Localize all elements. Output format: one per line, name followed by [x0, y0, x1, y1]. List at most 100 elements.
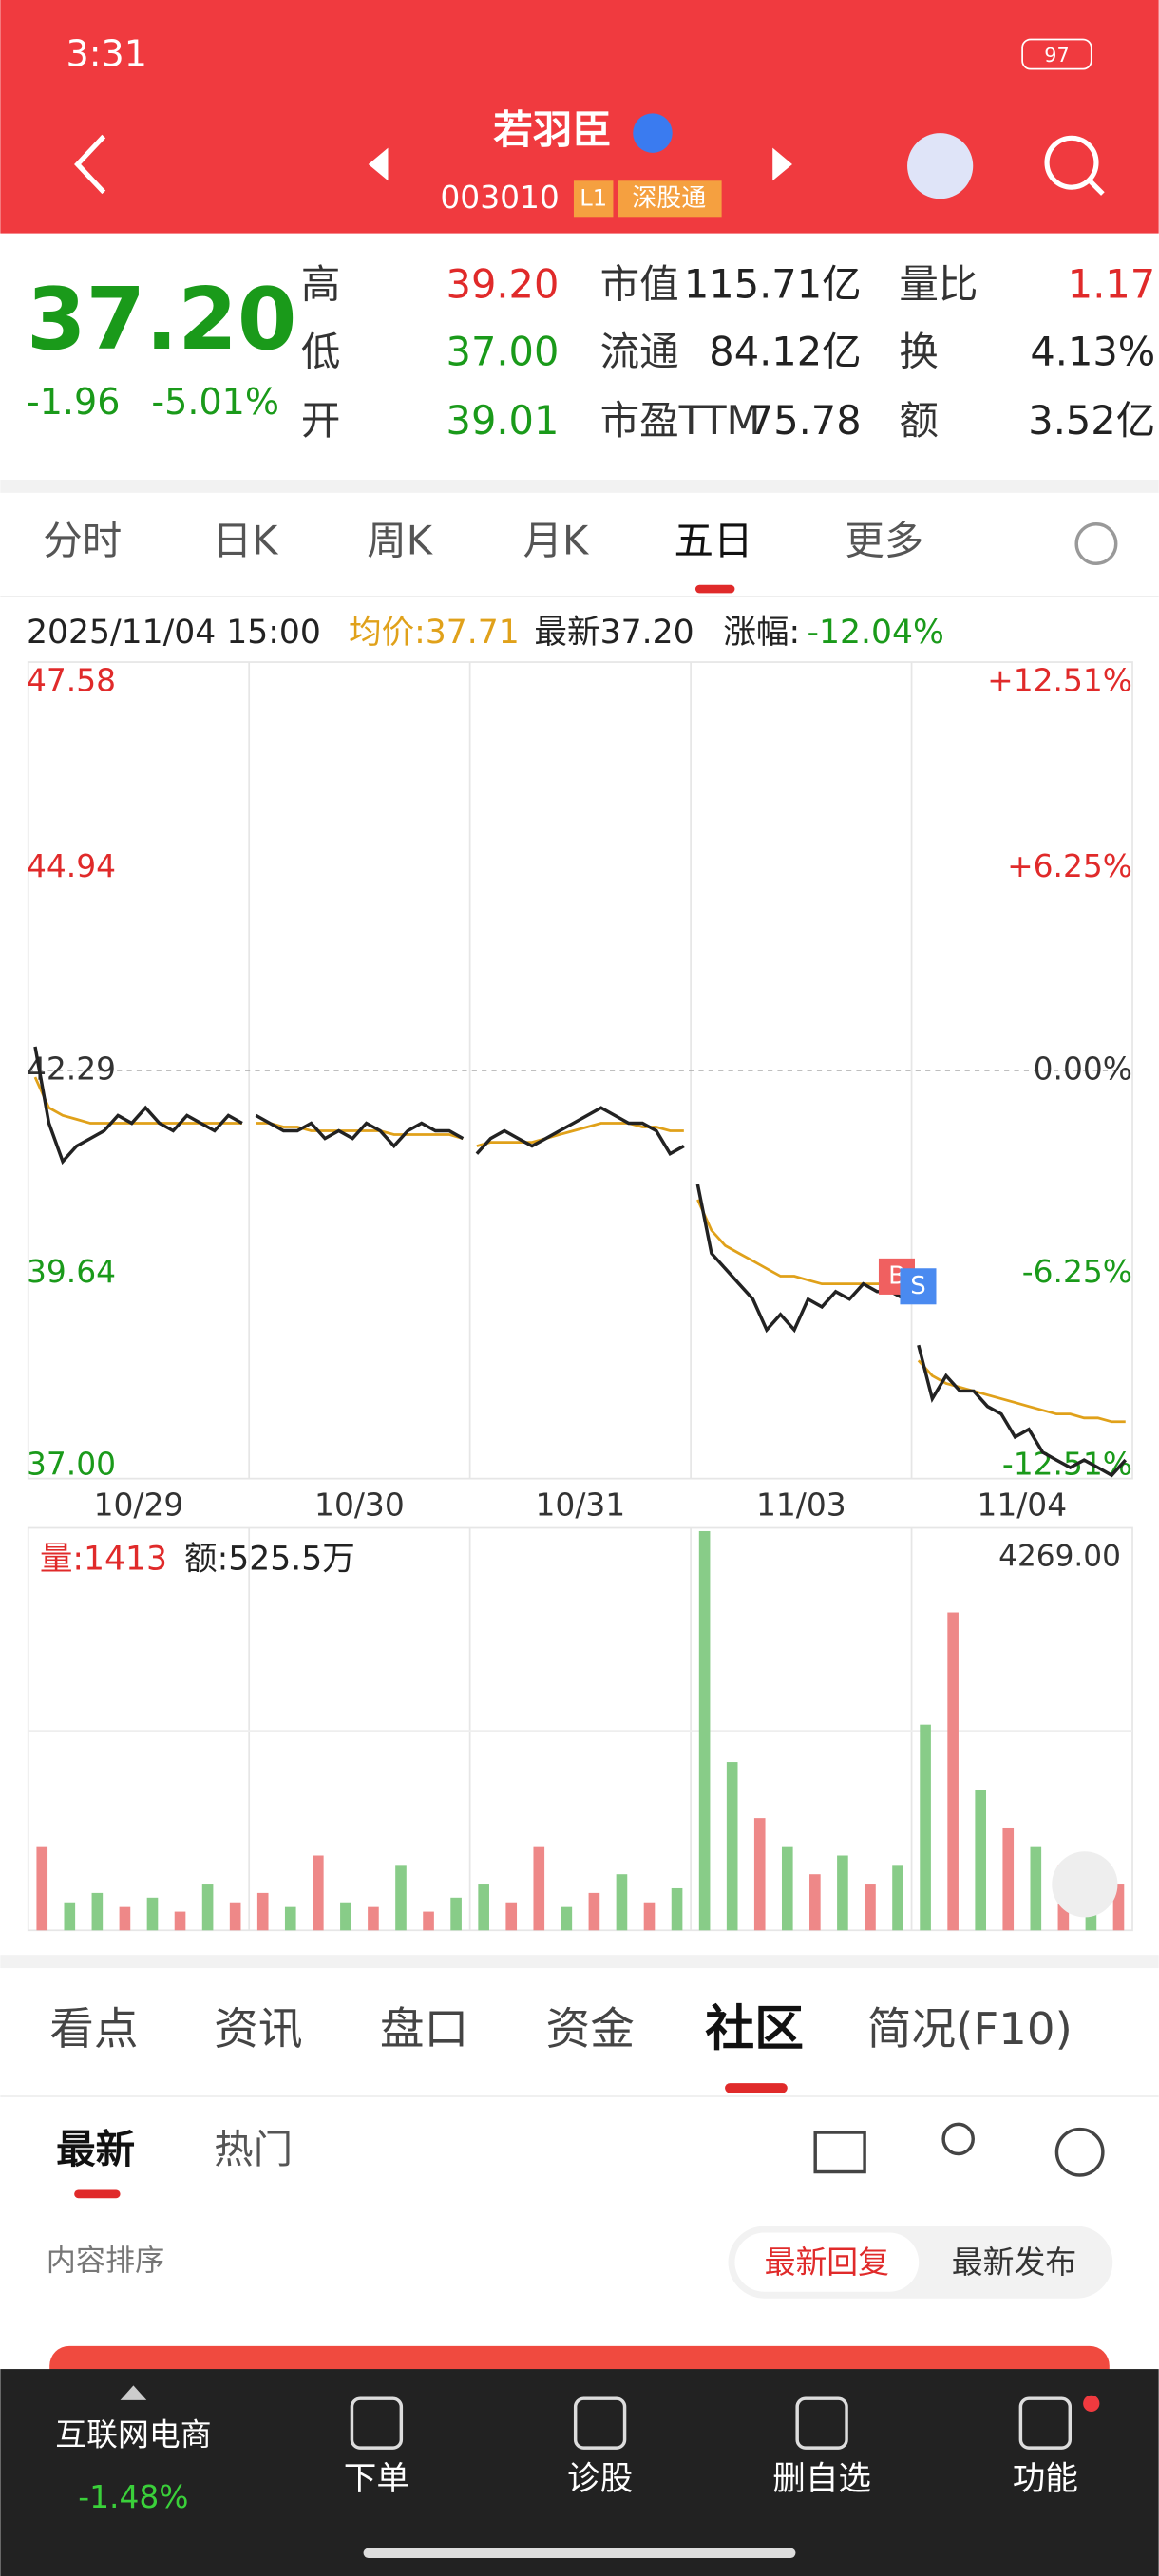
- badge2: 深股通: [632, 184, 706, 213]
- field-label: 低: [301, 329, 341, 375]
- tab[interactable]: 更多: [845, 517, 923, 563]
- section-tab[interactable]: 盘口: [380, 2004, 468, 2055]
- volume-bar: [368, 1906, 379, 1931]
- sector-pct: -1.48%: [78, 2478, 188, 2515]
- bottom-icon: [795, 2396, 848, 2450]
- field-value: 75.78: [749, 397, 862, 444]
- section-tab[interactable]: 社区: [705, 2001, 804, 2058]
- settings[interactable]: [1074, 522, 1118, 565]
- tab[interactable]: 五日: [674, 517, 752, 563]
- y2-label: -12.51%: [1002, 1445, 1132, 1482]
- bottom-item[interactable]: 诊股: [567, 2460, 633, 2498]
- x-tick-label: 10/30: [314, 1487, 405, 1524]
- volume-bar: [91, 1892, 104, 1931]
- vol-max: 4269.00: [998, 1540, 1121, 1574]
- sector[interactable]: 互联网电商: [55, 2415, 211, 2453]
- vol-label: 量:1413: [40, 1541, 167, 1579]
- field-value: 39.01: [446, 397, 560, 444]
- volume-bar: [671, 1887, 683, 1931]
- volume-bar: [478, 1884, 489, 1931]
- fullscreen[interactable]: [1052, 1851, 1118, 1918]
- y-tick-label: 37.00: [27, 1445, 116, 1482]
- price: 37.20: [27, 271, 296, 369]
- volume-bar: [119, 1906, 131, 1931]
- field-value: 3.52亿: [1028, 397, 1155, 444]
- robot[interactable]: [907, 133, 974, 199]
- tab[interactable]: 分时: [43, 517, 122, 563]
- bottom-icon: [350, 2396, 404, 2450]
- badge1: L1: [580, 184, 607, 211]
- info-chg-label: 涨幅:: [723, 614, 800, 652]
- mail[interactable]: [813, 2131, 866, 2174]
- x-tick-label: 11/04: [977, 1487, 1067, 1524]
- y2-label: -6.25%: [1022, 1253, 1132, 1290]
- field-value: 1.17: [1068, 261, 1155, 308]
- badge: [573, 180, 614, 218]
- field-value: 115.71亿: [684, 261, 862, 308]
- stock-name: 若羽臣: [493, 106, 612, 153]
- section-tab[interactable]: 资讯: [214, 2004, 302, 2055]
- info-avg: 均价:37.71: [349, 614, 520, 652]
- refresh[interactable]: [1054, 2127, 1105, 2177]
- volume-bar: [256, 1892, 269, 1931]
- volume-bar: [450, 1897, 462, 1931]
- prev[interactable]: [368, 147, 389, 181]
- field-value: 4.13%: [1030, 329, 1155, 375]
- change-pct: -5.01%: [151, 381, 279, 423]
- info-time: 2025/11/04 15:00: [27, 614, 321, 652]
- volume-bar: [643, 1902, 656, 1931]
- tab-indicator: [694, 584, 735, 594]
- bottom-item[interactable]: 删自选: [772, 2460, 871, 2498]
- volume-bar: [36, 1846, 48, 1931]
- user[interactable]: [941, 2122, 975, 2156]
- field-label: 市盈TTM: [600, 397, 761, 444]
- volume-bar: [423, 1911, 434, 1931]
- section-tab[interactable]: 看点: [49, 2004, 138, 2055]
- info-chg: -12.04%: [808, 614, 944, 652]
- code: 003010: [440, 179, 559, 216]
- subtab[interactable]: 最新: [56, 2126, 135, 2172]
- search[interactable]: [1044, 135, 1099, 190]
- volume-bar: [781, 1846, 793, 1931]
- field-label: 量比: [899, 261, 978, 308]
- section-tab[interactable]: 资金: [546, 2004, 635, 2055]
- volume-bar: [837, 1855, 848, 1931]
- tab[interactable]: 日K: [213, 517, 280, 563]
- volume-bar: [616, 1874, 628, 1931]
- field-label: 流通: [600, 329, 679, 375]
- volume-bar: [229, 1902, 241, 1931]
- volume-bar: [560, 1906, 573, 1931]
- subtab[interactable]: 热门: [214, 2126, 293, 2172]
- field-value: 39.20: [446, 261, 560, 308]
- sell-label: S: [910, 1272, 925, 1300]
- info-last: 最新37.20: [534, 614, 694, 652]
- volume-bar: [313, 1855, 324, 1931]
- tab[interactable]: 周K: [367, 517, 434, 563]
- tab[interactable]: 月K: [523, 517, 591, 563]
- sort-opt2[interactable]: 最新发布: [952, 2244, 1076, 2281]
- bottom-item[interactable]: 功能: [1013, 2460, 1078, 2498]
- series-line: [33, 1046, 1128, 1478]
- volume-bar: [920, 1724, 931, 1931]
- sort-label: 内容排序: [47, 2245, 165, 2279]
- sort-active[interactable]: [734, 2232, 920, 2292]
- y-tick-label: 44.94: [27, 847, 116, 884]
- sort-opt1[interactable]: 最新回复: [765, 2244, 889, 2281]
- volume-bar: [174, 1911, 186, 1931]
- next[interactable]: [772, 147, 792, 181]
- sell-marker[interactable]: [900, 1268, 937, 1305]
- x-tick-label: 10/31: [536, 1487, 626, 1524]
- notify-dot: [1083, 2395, 1100, 2413]
- change: -1.96: [27, 381, 120, 423]
- volume-bar: [340, 1902, 352, 1931]
- volume-bar: [892, 1865, 903, 1931]
- y2-label: 0.00%: [1034, 1050, 1132, 1087]
- volume-frame: [27, 1526, 1133, 1932]
- y-tick-label: 47.58: [27, 661, 116, 698]
- verified: [633, 113, 673, 153]
- amt-label: 额:525.5万: [184, 1541, 355, 1579]
- back[interactable]: [74, 134, 106, 195]
- section-tab[interactable]: 简况(F10): [867, 2004, 1073, 2055]
- bottom-item[interactable]: 下单: [344, 2460, 409, 2498]
